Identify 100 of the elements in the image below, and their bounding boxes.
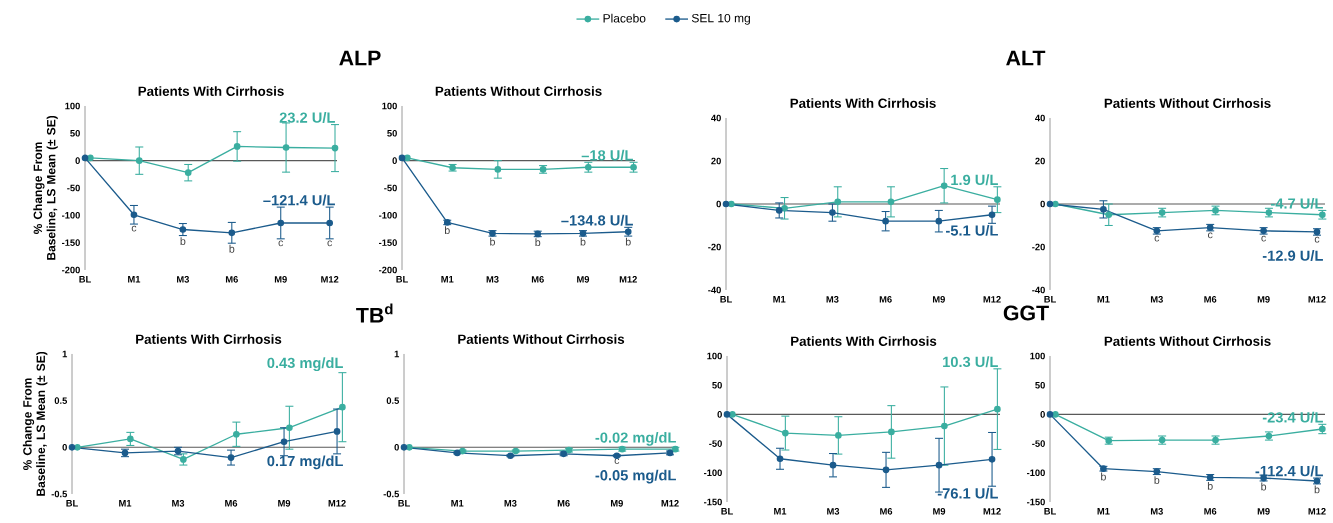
x-tick-label: BL <box>398 500 410 507</box>
annotation: b <box>1154 476 1160 484</box>
x-tick-label: BL <box>1044 296 1056 303</box>
y-tick-label: 0 <box>1040 200 1045 208</box>
x-tick-label: M6 <box>557 500 570 507</box>
y-tick-label: -100 <box>61 212 80 219</box>
chart-subtitle: Patients With Cirrhosis <box>138 86 284 96</box>
annotation: -23.4 U/L <box>1262 411 1323 423</box>
annotation: c <box>1208 232 1213 239</box>
x-tick-label: BL <box>721 508 733 515</box>
x-tick-label: M9 <box>610 500 623 507</box>
annotation: c <box>327 240 333 247</box>
y-tick-label: -50 <box>709 440 722 447</box>
chart-subtitle: Patients Without Cirrhosis <box>435 86 602 96</box>
y-tick-label: -150 <box>703 498 722 506</box>
x-tick-label: M12 <box>661 500 679 507</box>
y-tick-label: -100 <box>703 469 722 477</box>
annotation: -12.9 U/L <box>1262 250 1323 262</box>
x-tick-label: M1 <box>119 500 132 507</box>
annotation: c <box>278 240 284 247</box>
x-tick-label: M9 <box>577 276 590 283</box>
annotation: -112.4 U/L <box>1255 465 1323 477</box>
annotation: b <box>444 226 450 235</box>
x-tick-label: BL <box>66 500 78 507</box>
y-tick-label: 100 <box>1030 352 1045 360</box>
x-tick-label: M9 <box>1257 296 1270 303</box>
x-tick-label: BL <box>79 276 91 283</box>
y-tick-label: -150 <box>1026 498 1045 506</box>
x-tick-label: M3 <box>486 276 499 283</box>
x-tick-label: M12 <box>619 276 637 283</box>
x-tick-label: M3 <box>1150 508 1163 515</box>
x-tick-label: M6 <box>531 276 544 283</box>
x-tick-label: M3 <box>827 508 840 515</box>
x-tick-label: M6 <box>880 508 893 515</box>
x-tick-label: M12 <box>321 276 339 283</box>
x-tick-label: M9 <box>932 296 945 303</box>
annotation: -5.1 U/L <box>946 224 998 236</box>
annotation: 0.43 mg/dL <box>267 357 343 372</box>
legend-label: SEL 10 mg <box>691 13 750 25</box>
chart-subtitle: Patients Without Cirrhosis <box>1104 336 1271 346</box>
y-tick-label: 0.5 <box>54 397 68 404</box>
x-tick-label: M1 <box>128 276 141 283</box>
y-tick-label: 0 <box>394 444 399 451</box>
annotation: -76.1 U/L <box>937 487 998 499</box>
legend-label: Placebo <box>603 13 646 23</box>
x-tick-label: M6 <box>225 500 238 507</box>
y-tick-label: 0 <box>1040 411 1045 418</box>
y-tick-label: -40 <box>708 286 721 294</box>
x-tick-label: M9 <box>1257 508 1270 515</box>
y-tick-label: -200 <box>61 266 80 274</box>
x-tick-label: M6 <box>879 296 892 303</box>
x-tick-label: M12 <box>983 296 1001 303</box>
annotation: c <box>1261 235 1266 242</box>
x-tick-label: M6 <box>1204 508 1217 515</box>
annotation: b <box>625 237 631 246</box>
x-tick-label: M9 <box>274 276 287 283</box>
y-tick-label: -50 <box>384 184 397 192</box>
x-tick-label: M12 <box>1308 508 1326 515</box>
y-tick-label: -100 <box>1026 469 1045 477</box>
x-tick-label: M3 <box>826 296 839 303</box>
y-tick-label: 100 <box>382 102 397 110</box>
annotation: c <box>131 225 137 232</box>
annotation: b <box>535 238 541 247</box>
y-tick-label: 50 <box>387 130 397 137</box>
x-tick-label: M1 <box>451 500 464 507</box>
y-tick-label: 0 <box>716 200 721 208</box>
annotation: –18 U/L <box>581 149 633 161</box>
y-tick-label: 20 <box>1035 157 1045 165</box>
annotation: -4.7 U/L <box>1271 197 1323 209</box>
chart-title: ALT <box>1006 50 1046 66</box>
y-tick-label: -150 <box>378 239 397 246</box>
x-tick-label: M12 <box>328 500 346 507</box>
y-tick-label: -0.5 <box>51 490 68 498</box>
y-tick-label: -0.5 <box>383 490 400 498</box>
y-tick-label: 50 <box>1035 381 1045 389</box>
y-tick-label: -50 <box>1032 440 1045 447</box>
y-tick-label: -40 <box>1032 286 1045 294</box>
y-tick-label: -20 <box>708 243 721 251</box>
x-tick-label: M6 <box>225 276 238 283</box>
annotation: b <box>580 237 586 246</box>
chart-subtitle: Patients With Cirrhosis <box>136 334 282 344</box>
chart-subtitle: Patients With Cirrhosis <box>791 336 937 346</box>
annotation: b <box>229 244 235 253</box>
annotation: b <box>1207 481 1213 490</box>
x-tick-label: M1 <box>774 508 787 515</box>
x-tick-label: M1 <box>441 276 454 283</box>
y-tick-label: 0 <box>717 411 722 418</box>
x-tick-label: BL <box>1044 508 1056 515</box>
x-tick-label: M3 <box>504 500 517 507</box>
x-tick-label: M12 <box>1308 296 1326 303</box>
y-tick-label: -100 <box>378 212 397 219</box>
y-axis-title: % Change From Baseline, LS Mean (± SE) <box>33 115 58 260</box>
x-tick-label: M9 <box>278 500 291 507</box>
chart-title: GGT <box>1003 305 1049 321</box>
chart-subtitle: Patients Without Cirrhosis <box>1104 98 1271 108</box>
chart-subtitle: Patients With Cirrhosis <box>790 98 936 108</box>
y-tick-label: 0 <box>62 444 67 451</box>
annotation: b <box>1261 482 1267 491</box>
y-tick-label: -20 <box>1032 243 1045 251</box>
y-tick-label: 50 <box>712 381 722 389</box>
